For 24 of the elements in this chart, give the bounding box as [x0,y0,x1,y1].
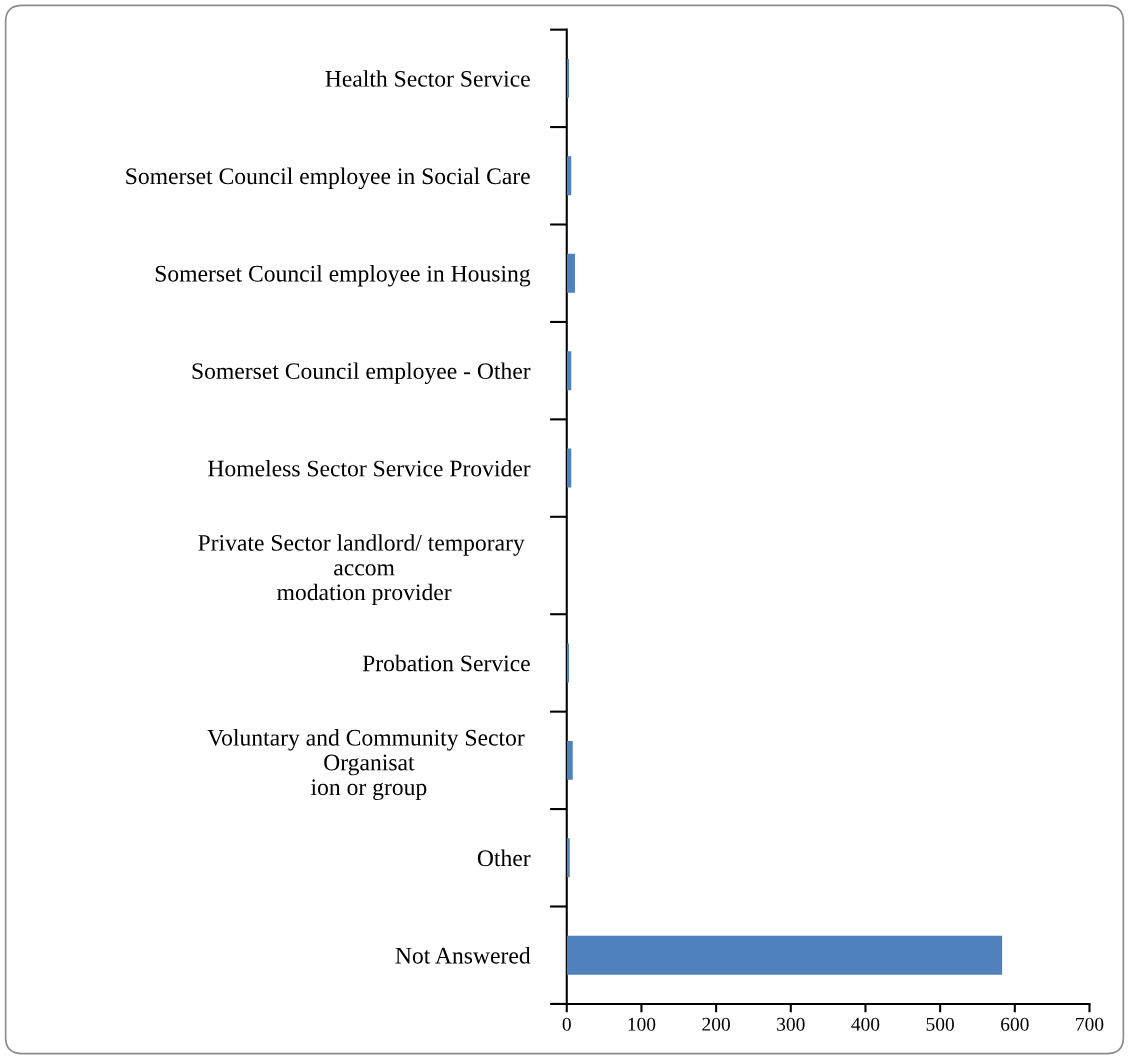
bar [566,935,1003,975]
x-tick-label: 100 [628,1017,656,1031]
y-tick-label: Somerset Council employee in Housing [155,265,531,287]
x-tick-label: 600 [1001,1017,1029,1031]
bar [566,253,575,293]
y-tick-label: Voluntary and Community Sector Organisat ion or group [207,729,525,801]
x-tick-label: 200 [702,1017,730,1031]
bar [566,58,569,98]
y-tick-label: Private Sector landlord/ temporary accom modation provider [198,534,525,606]
y-tick-label: Somerset Council employee in Social Care [126,167,530,190]
y-tick-label: Not Answered [395,947,531,964]
y-tick-label: Other [477,849,531,867]
x-tick-label: 300 [777,1017,805,1031]
y-tick-label: Homeless Sector Service Provider [208,459,531,477]
y-tick-label: Health Sector Service [325,70,530,87]
bar [566,838,570,878]
y-tick-label: Somerset Council employee - Other [192,362,531,384]
x-tick-label: 500 [926,1017,954,1031]
x-tick-label: 0 [562,1017,571,1031]
bar [566,740,573,780]
x-tick-label: 700 [1076,1017,1104,1031]
bar [566,643,569,683]
y-tick-label: Probation Service [362,654,530,672]
x-tick-label: 400 [851,1017,880,1031]
